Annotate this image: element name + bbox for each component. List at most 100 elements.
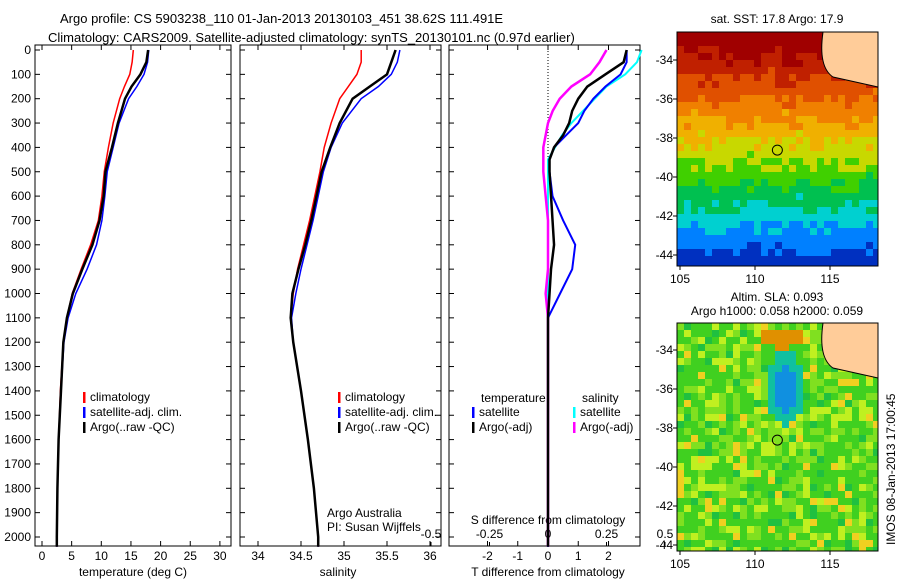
map-cell	[866, 242, 873, 249]
map-cell	[747, 505, 754, 512]
map-cell	[726, 470, 733, 477]
map-cell	[705, 421, 712, 428]
map-cell	[705, 512, 712, 519]
map-cell	[677, 172, 684, 179]
map-cell	[817, 435, 824, 442]
map-cell	[747, 519, 754, 526]
map-cell	[789, 95, 796, 102]
map-cell	[782, 151, 789, 158]
map-cell	[719, 470, 726, 477]
map-cell	[761, 172, 768, 179]
map-cell	[705, 158, 712, 165]
map-cell	[698, 221, 705, 228]
map-cell	[789, 158, 796, 165]
map-cell	[838, 491, 845, 498]
map-cell	[866, 186, 873, 193]
map-cell	[698, 400, 705, 407]
map-cell	[712, 449, 719, 456]
map-cell	[740, 95, 747, 102]
map-cell	[831, 512, 838, 519]
map-cell	[873, 456, 878, 463]
map-cell	[684, 358, 691, 365]
map-cell	[796, 151, 803, 158]
map-cell	[761, 337, 768, 344]
map-cell	[852, 484, 859, 491]
map-cell	[740, 235, 747, 242]
map-cell	[733, 435, 740, 442]
map-cell	[845, 414, 852, 421]
map-cell	[817, 463, 824, 470]
map-cell	[796, 235, 803, 242]
map-cell	[691, 144, 698, 151]
map-cell	[852, 477, 859, 484]
map-cell	[803, 102, 810, 109]
map-cell	[859, 88, 866, 95]
map-cell	[810, 393, 817, 400]
map-cell	[782, 116, 789, 123]
map-cell	[747, 214, 754, 221]
map-cell	[845, 214, 852, 221]
map-cell	[782, 74, 789, 81]
map-cell	[831, 484, 838, 491]
map-cell	[782, 109, 789, 116]
map-cell	[873, 428, 878, 435]
map-cell	[747, 323, 754, 330]
map-cell	[768, 123, 775, 130]
map-cell	[838, 186, 845, 193]
map-cell	[845, 116, 852, 123]
map-cell	[705, 228, 712, 235]
map-cell	[859, 484, 866, 491]
map-cell	[768, 386, 775, 393]
map-cell	[845, 470, 852, 477]
map-cell	[789, 151, 796, 158]
map-cell	[852, 540, 859, 547]
map-cell	[677, 144, 684, 151]
map-cell	[698, 547, 705, 551]
map-cell	[705, 540, 712, 547]
map-cell	[712, 512, 719, 519]
map-cell	[817, 214, 824, 221]
map-cell	[691, 46, 698, 53]
map-cell	[789, 421, 796, 428]
map-cell	[782, 386, 789, 393]
map-cell	[761, 365, 768, 372]
map-cell	[768, 393, 775, 400]
map-cell	[747, 200, 754, 207]
map-cell	[789, 547, 796, 551]
map-cell	[733, 221, 740, 228]
map-cell	[838, 200, 845, 207]
map-cell	[698, 498, 705, 505]
map-cell	[768, 330, 775, 337]
map-cell	[733, 249, 740, 256]
map-cell	[824, 463, 831, 470]
map-cell	[677, 351, 684, 358]
map-cell	[768, 46, 775, 53]
map-cell	[873, 186, 878, 193]
map-cell	[754, 39, 761, 46]
map-cell	[796, 46, 803, 53]
map-cell	[810, 323, 817, 330]
map-cell	[768, 228, 775, 235]
y-tick-label: 0	[24, 43, 31, 57]
map-cell	[747, 207, 754, 214]
map-cell	[754, 547, 761, 551]
map-cell	[698, 491, 705, 498]
map-cell	[775, 235, 782, 242]
map-cell	[831, 235, 838, 242]
map-cell	[768, 519, 775, 526]
map-cell	[733, 263, 740, 266]
map-cell	[726, 235, 733, 242]
map-cell	[712, 484, 719, 491]
map-cell	[698, 116, 705, 123]
map-cell	[733, 193, 740, 200]
map-cell	[817, 386, 824, 393]
map-cell	[845, 151, 852, 158]
map-cell	[698, 46, 705, 53]
map-cell	[698, 228, 705, 235]
map-cell	[873, 379, 878, 386]
map-cell	[684, 102, 691, 109]
map-cell	[684, 130, 691, 137]
map-cell	[698, 179, 705, 186]
map-cell	[866, 484, 873, 491]
map-cell	[838, 414, 845, 421]
